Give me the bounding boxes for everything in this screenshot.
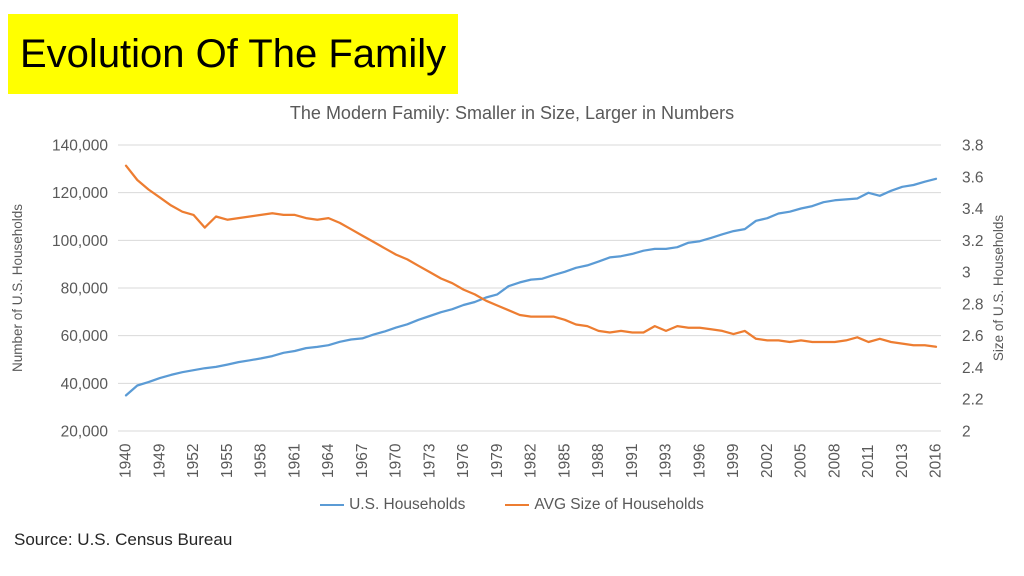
y-left-axis-title: Number of U.S. Households [10,204,25,372]
y-left-tick-labels: 20,000 40,000 60,000 80,000 100,000 120,000 14… [52,138,108,441]
y-right-tick-label: 3.6 [962,169,984,186]
x-axis-tick-label: 1996 [691,444,708,478]
x-axis-tick-label: 2011 [860,445,877,478]
y-right-axis-title: Size of U.S. Households [991,215,1006,362]
x-axis-tick-label: 1993 [658,444,675,478]
x-axis-tick-label: 1961 [286,444,303,478]
y-left-tick-label: 20,000 [61,424,109,441]
y-right-tick-label: 2.4 [962,360,984,377]
x-axis-tick-label: 1976 [455,444,472,478]
legend-label-avg-size: AVG Size of Households [534,496,704,513]
chart-legend: U.S. Households AVG Size of Households [0,496,1024,514]
page-title: Evolution Of The Family [8,14,459,94]
x-axis-tick-label: 2002 [759,444,776,478]
series-line-us-households [124,177,938,397]
x-axis-tick-label: 1958 [253,444,270,478]
y-right-tick-label: 2.2 [962,392,984,409]
legend-item-avg-size: AVG Size of Households [505,496,704,514]
x-axis-tick-label: 1999 [725,444,742,478]
x-axis-tick-label: 1991 [624,444,641,478]
x-axis-tick-label: 2013 [894,444,911,478]
x-axis-tick-label: 1964 [320,443,337,478]
legend-label-us-households: U.S. Households [349,496,466,513]
y-right-tick-label: 3.4 [962,201,984,218]
y-right-tick-label: 3 [962,265,971,282]
source-note: Source: U.S. Census Bureau [14,530,233,549]
x-axis-tick-label: 1940 [118,443,135,478]
y-left-tick-label: 60,000 [61,328,109,345]
series-lines-group [124,164,938,397]
x-axis-tick-label: 1970 [388,443,405,478]
x-axis-tick-label: 1973 [421,444,438,478]
y-right-tick-label: 2.6 [962,328,984,345]
x-axis-tick-label: 1967 [354,444,371,478]
us-households-line-swatch-icon [320,503,345,507]
y-right-tick-labels: 2 2.2 2.4 2.6 2.8 3 3.2 3.4 3.6 3.8 [962,138,984,441]
y-right-tick-label: 3.2 [962,233,984,250]
x-axis-tick-label: 1982 [523,444,540,478]
y-left-tick-label: 40,000 [61,376,109,393]
series-line-avg-size [124,164,938,348]
x-axis-tick-label: 1952 [185,444,202,478]
x-axis-tick-label: 2016 [928,444,945,478]
x-tick-labels: 1940 1949 1952 1955 1958 1961 1964 1967 1970 1973… [118,443,945,478]
y-left-tick-label: 120,000 [52,185,108,202]
x-axis-tick-label: 1979 [489,444,506,478]
y-left-tick-label: 140,000 [52,138,108,155]
gridlines-group [118,144,941,432]
x-axis-tick-label: 1955 [219,444,236,478]
chart-title: The Modern Family: Smaller in Size, Larg… [289,103,735,123]
x-axis-tick-label: 2005 [793,444,810,478]
y-left-tick-label: 100,000 [52,233,108,250]
y-left-tick-label: 80,000 [61,281,109,298]
avg-size-line-swatch-icon [505,503,530,507]
x-axis-tick-label: 2008 [826,444,843,478]
x-axis-tick-label: 1949 [151,444,168,478]
x-axis-tick-label: 1985 [556,444,573,478]
x-axis-tick-label: 1988 [590,444,607,478]
y-right-tick-label: 2.8 [962,296,984,313]
y-right-tick-label: 2 [962,424,971,441]
y-right-tick-label: 3.8 [962,138,984,155]
legend-item-us-households: U.S. Households [320,496,465,514]
